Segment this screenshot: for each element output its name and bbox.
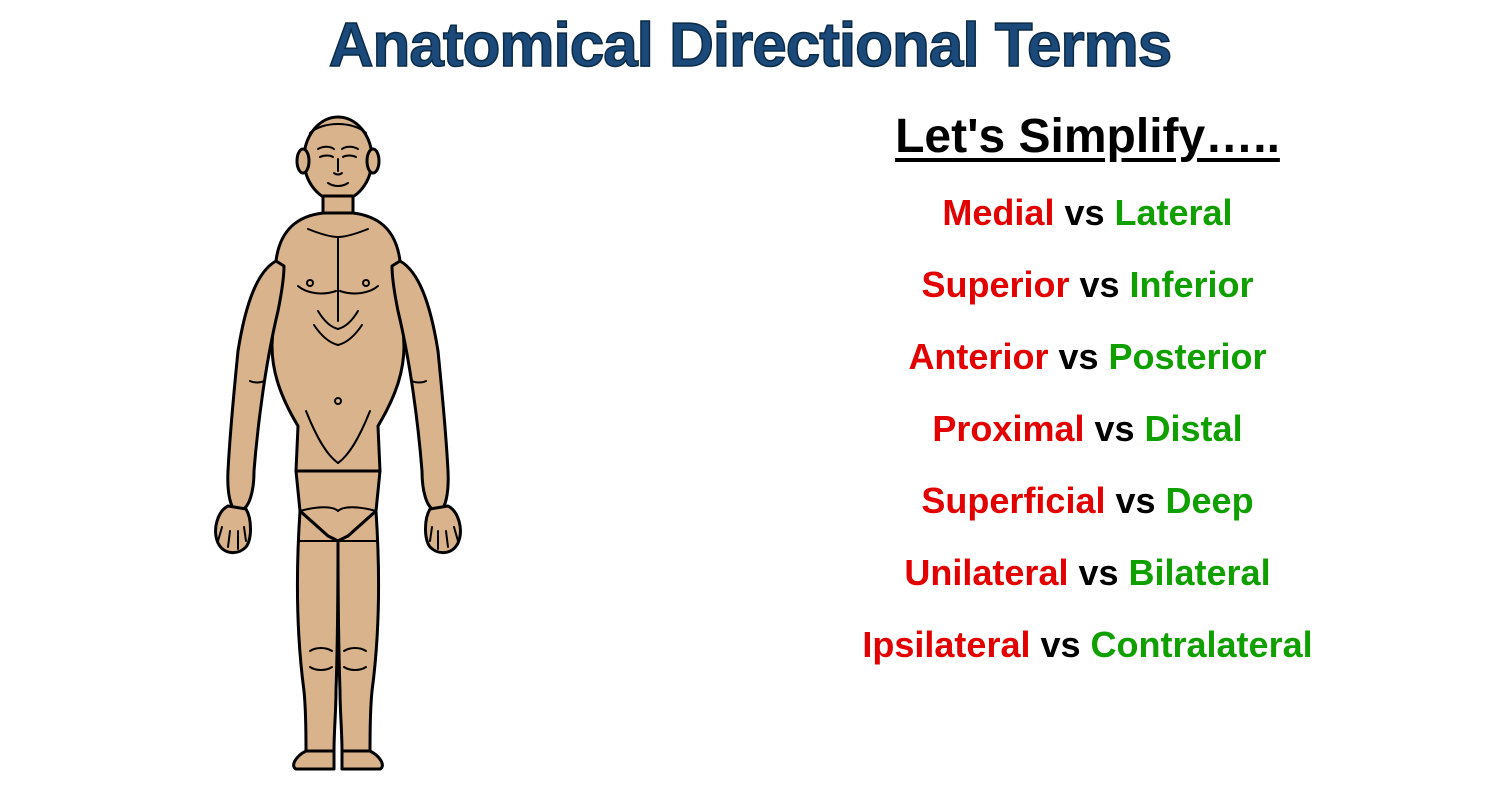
term-pair: Ipsilateral vs Contralateral <box>862 624 1312 666</box>
term-vs: vs <box>1105 480 1165 521</box>
term-pair: Superficial vs Deep <box>862 480 1312 522</box>
term-pair: Superior vs Inferior <box>862 264 1312 306</box>
term-pair: Anterior vs Posterior <box>862 336 1312 378</box>
subtitle: Let's Simplify….. <box>895 109 1280 164</box>
term-right: Lateral <box>1115 192 1233 233</box>
term-pair: Medial vs Lateral <box>862 192 1312 234</box>
term-left: Ipsilateral <box>862 624 1030 665</box>
term-right: Bilateral <box>1129 552 1271 593</box>
content-row: Let's Simplify….. Medial vs Lateral Super… <box>0 81 1500 788</box>
term-left: Proximal <box>932 408 1084 449</box>
term-left: Unilateral <box>904 552 1068 593</box>
term-vs: vs <box>1030 624 1090 665</box>
term-pair: Unilateral vs Bilateral <box>862 552 1312 594</box>
term-left: Medial <box>942 192 1054 233</box>
human-body-figure <box>188 111 488 771</box>
term-vs: vs <box>1084 408 1144 449</box>
term-left: Superior <box>921 264 1069 305</box>
term-vs: vs <box>1054 192 1114 233</box>
term-pair: Proximal vs Distal <box>862 408 1312 450</box>
term-right: Inferior <box>1130 264 1254 305</box>
page-title: Anatomical Directional Terms <box>0 0 1500 81</box>
term-right: Deep <box>1166 480 1254 521</box>
term-left: Anterior <box>908 336 1048 377</box>
term-vs: vs <box>1068 552 1128 593</box>
terms-column: Let's Simplify….. Medial vs Lateral Super… <box>675 101 1500 788</box>
figure-column <box>0 101 675 788</box>
term-right: Contralateral <box>1091 624 1313 665</box>
term-vs: vs <box>1048 336 1108 377</box>
term-left: Superficial <box>921 480 1105 521</box>
term-right: Posterior <box>1109 336 1267 377</box>
term-right: Distal <box>1145 408 1243 449</box>
term-pairs-list: Medial vs Lateral Superior vs Inferior Ant… <box>862 192 1312 696</box>
term-vs: vs <box>1069 264 1129 305</box>
